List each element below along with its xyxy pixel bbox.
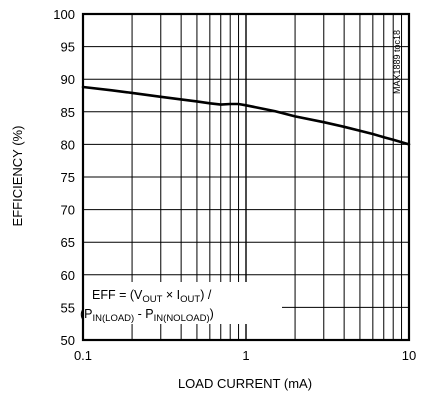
plot-frame <box>81 12 411 342</box>
x-axis-label: LOAD CURRENT (mA) <box>178 376 312 391</box>
x-tick-label: 10 <box>402 348 416 363</box>
y-tick-label: 80 <box>61 137 75 152</box>
y-tick-label: 65 <box>61 235 75 250</box>
formula-eq: EFF = (V <box>92 288 143 302</box>
efficiency-curve <box>81 85 411 146</box>
formula-sub-innoload: IN(NOLOAD) <box>154 313 210 324</box>
y-tick-label: 70 <box>61 203 75 218</box>
x-tick-labels: 0.1 1 10 <box>74 348 416 363</box>
y-tick-labels: 50 55 60 65 70 75 80 85 90 95 100 <box>53 7 75 348</box>
formula-sub-iout: OUT <box>180 294 200 305</box>
figure-id-label: MAX1889 toc18 <box>392 30 402 94</box>
y-tick-label: 90 <box>61 72 75 87</box>
x-tick-label: 1 <box>242 348 249 363</box>
formula-close-2: ) <box>210 307 214 321</box>
formula-sub-inload: IN(LOAD) <box>93 313 135 324</box>
formula-line-1: EFF = (VOUT × IOUT) / <box>92 288 212 305</box>
formula-sub-vout: OUT <box>142 294 162 305</box>
y-tick-label: 50 <box>61 333 75 348</box>
y-tick-label: 95 <box>61 40 75 55</box>
y-tick-label: 85 <box>61 105 75 120</box>
x-tick-label: 0.1 <box>74 348 92 363</box>
formula-box <box>76 282 282 324</box>
y-tick-label: 75 <box>61 170 75 185</box>
y-tick-label: 55 <box>61 300 75 315</box>
formula-minus-p: - P <box>134 307 153 321</box>
formula-close-1: ) / <box>200 288 212 302</box>
y-tick-label: 100 <box>53 7 75 22</box>
formula-open-p: (P <box>80 307 93 321</box>
y-axis-label: EFFICIENCY (%) <box>10 126 25 227</box>
efficiency-formula: EFF = (VOUT × IOUT) / (PIN(LOAD) - PIN(N… <box>76 282 282 324</box>
formula-times-i: × I <box>162 288 180 302</box>
y-tick-label: 60 <box>61 268 75 283</box>
